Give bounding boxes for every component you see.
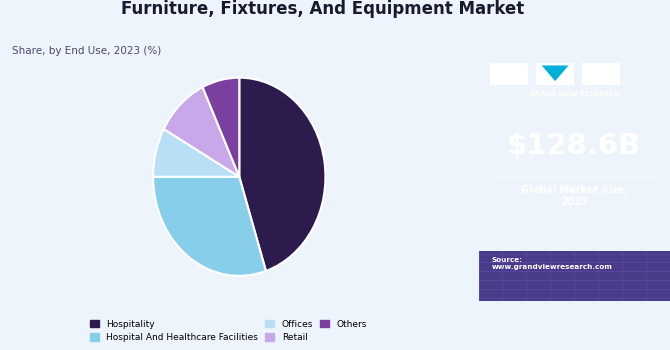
Text: Global Market Size,
2023: Global Market Size, 2023 (521, 186, 628, 207)
Wedge shape (153, 177, 266, 276)
Text: Source:
www.grandviewresearch.com: Source: www.grandviewresearch.com (492, 257, 613, 270)
Wedge shape (163, 87, 239, 177)
Text: $128.6B: $128.6B (507, 132, 641, 160)
Text: GRAND VIEW RESEARCH: GRAND VIEW RESEARCH (529, 91, 620, 97)
FancyBboxPatch shape (582, 63, 620, 85)
FancyBboxPatch shape (490, 63, 529, 85)
Polygon shape (542, 65, 569, 81)
FancyBboxPatch shape (536, 63, 574, 85)
Wedge shape (202, 78, 239, 177)
Legend: Hospitality, Hospital And Healthcare Facilities, Offices, Retail, Others: Hospitality, Hospital And Healthcare Fac… (86, 316, 371, 346)
Wedge shape (239, 78, 326, 271)
FancyBboxPatch shape (478, 251, 670, 301)
Text: Share, by End Use, 2023 (%): Share, by End Use, 2023 (%) (12, 46, 161, 56)
Text: Furniture, Fixtures, And Equipment Market: Furniture, Fixtures, And Equipment Marke… (121, 0, 524, 18)
Wedge shape (153, 129, 239, 177)
